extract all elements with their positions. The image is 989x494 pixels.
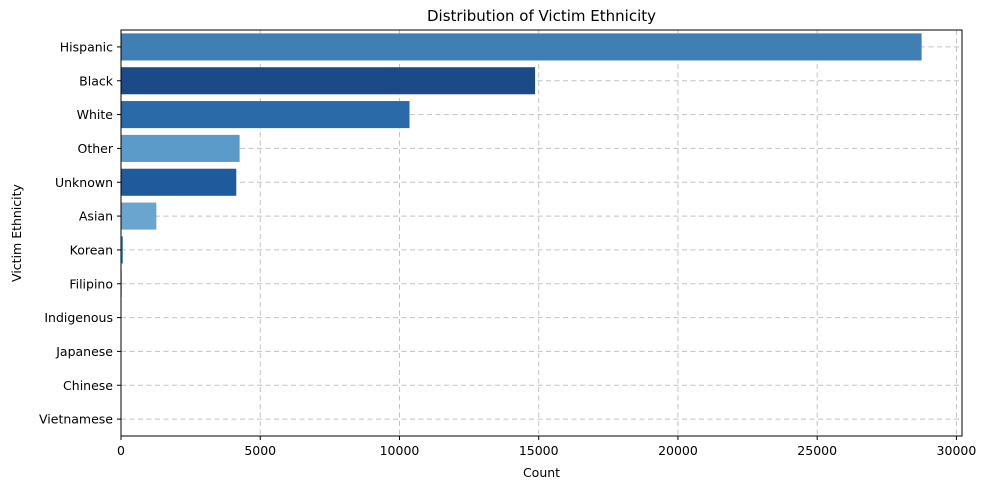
bar-unknown bbox=[121, 169, 236, 196]
bar-layer bbox=[121, 33, 922, 432]
y-tick-label: Chinese bbox=[63, 378, 113, 393]
x-tick-label: 10000 bbox=[380, 443, 420, 458]
x-tick-label: 5000 bbox=[244, 443, 276, 458]
y-tick-label: Korean bbox=[70, 242, 113, 257]
x-tick-label: 0 bbox=[117, 443, 125, 458]
bar-asian bbox=[121, 203, 156, 230]
y-tick-label: Japanese bbox=[55, 344, 113, 359]
y-tick-label: Indigenous bbox=[44, 310, 113, 325]
bar-white bbox=[121, 101, 410, 128]
x-axis-title: Count bbox=[523, 465, 560, 480]
bar-other bbox=[121, 135, 240, 162]
chart-title: Distribution of Victim Ethnicity bbox=[427, 7, 656, 25]
bar-hispanic bbox=[121, 33, 922, 60]
y-tick-label: Vietnamese bbox=[39, 412, 113, 427]
y-tick-label: Hispanic bbox=[60, 39, 113, 54]
y-tick-label: Other bbox=[78, 141, 114, 156]
y-tick-label: Unknown bbox=[55, 175, 113, 190]
x-tick-label: 15000 bbox=[519, 443, 559, 458]
x-tick-label: 30000 bbox=[937, 443, 977, 458]
x-tick-label: 25000 bbox=[797, 443, 837, 458]
x-tick-label: 20000 bbox=[658, 443, 698, 458]
y-tick-label: Filipino bbox=[69, 276, 113, 291]
y-tick-label: White bbox=[77, 107, 114, 122]
y-axis-title: Victim Ethnicity bbox=[9, 183, 24, 282]
bar-black bbox=[121, 67, 535, 94]
y-tick-label: Black bbox=[79, 73, 114, 88]
y-tick-label: Asian bbox=[79, 209, 113, 224]
